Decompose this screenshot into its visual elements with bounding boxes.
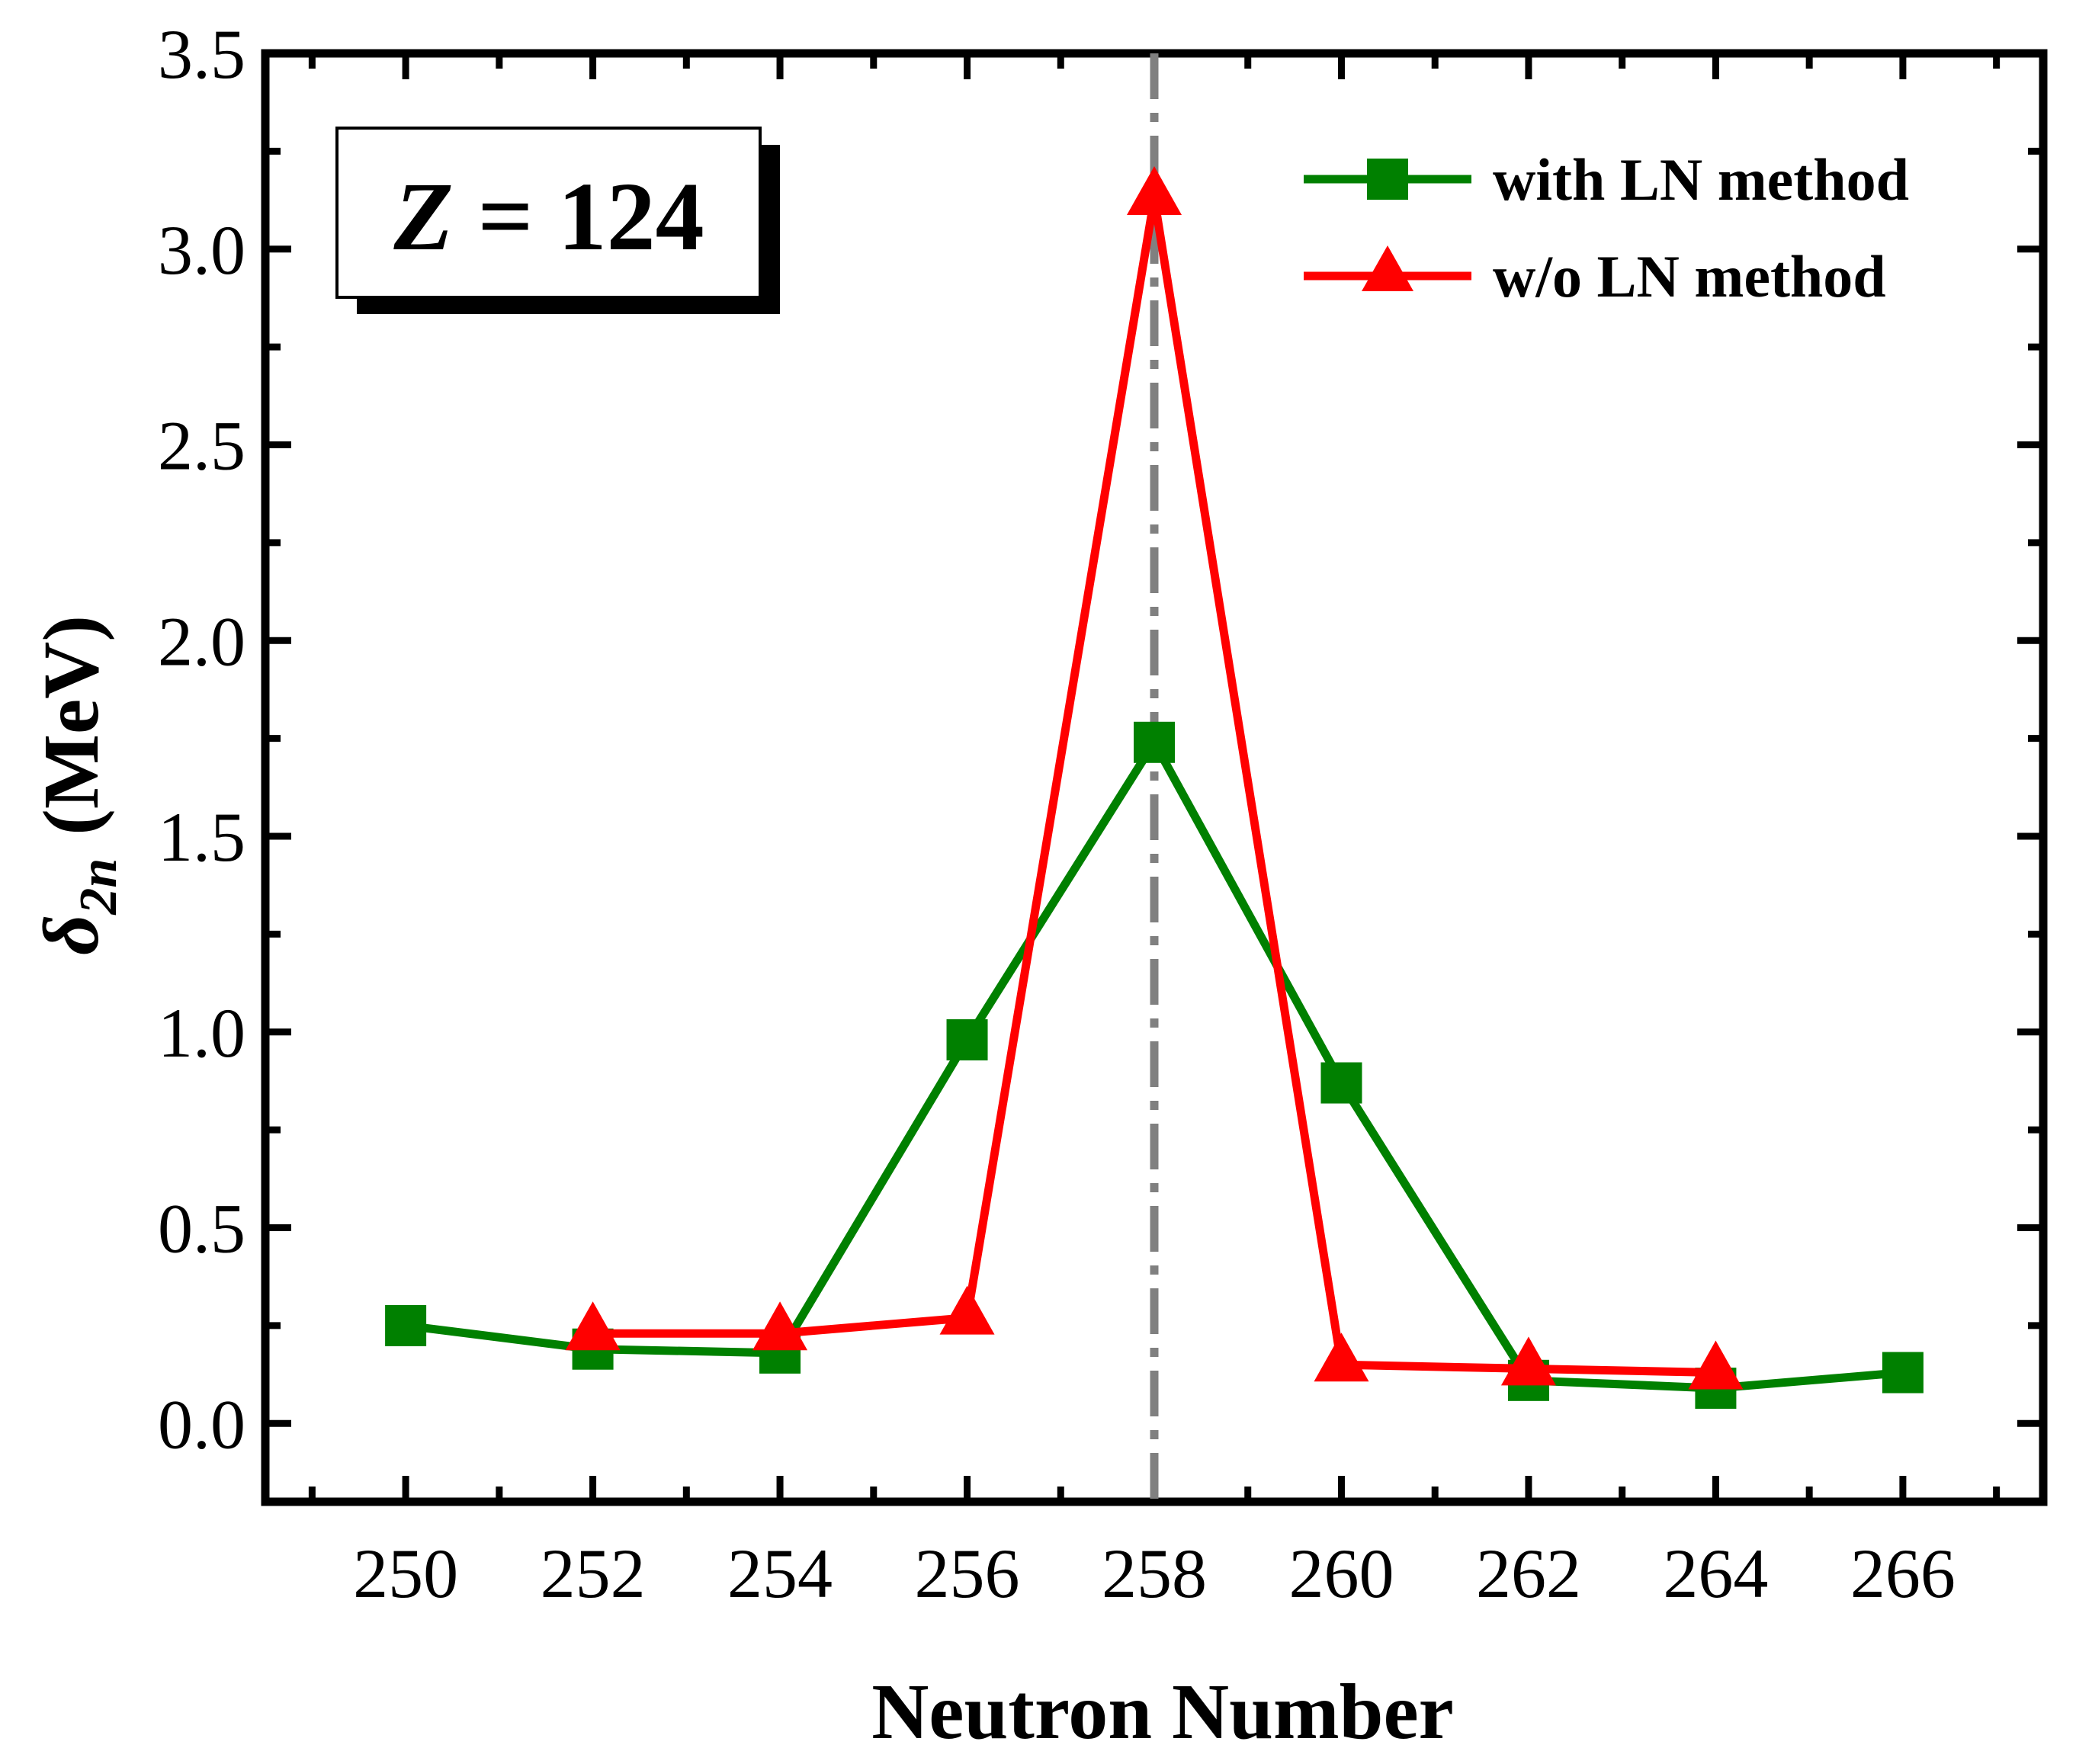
data-point-triangle [1688,1340,1744,1390]
legend-item-without-ln: w/o LN method [1304,243,1886,310]
data-point-square [385,1304,427,1346]
legend-label-with-ln: with LN method [1493,146,1909,213]
x-tick-label: 256 [915,1535,1020,1612]
series-layer [385,166,1924,1410]
legend-triangle-marker [1362,245,1413,291]
x-tick-labels: 250 252 254 256 258 260 262 264 266 [353,1535,1956,1612]
y-tick-label: 2.0 [158,602,245,680]
y-tick-label: 3.5 [158,15,245,93]
x-tick-label: 266 [1850,1535,1956,1612]
legend: with LN method w/o LN method [1304,146,1909,310]
x-axis-title: Neutron Number [871,1668,1454,1756]
y-tick-label: 3.0 [158,211,245,289]
y-tick-labels: 0.0 0.5 1.0 1.5 2.0 2.5 3.0 3.5 [158,15,245,1463]
y-tick-label: 0.5 [158,1190,245,1268]
x-tick-label: 258 [1102,1535,1207,1612]
data-point-triangle [939,1285,995,1335]
z-annotation-text: Z = 124 [393,162,704,271]
x-tick-label: 260 [1288,1535,1394,1612]
y-tick-label: 1.0 [158,994,245,1072]
x-tick-label: 264 [1663,1535,1768,1612]
x-tick-label: 252 [541,1535,646,1612]
x-tick-label: 250 [353,1535,458,1612]
data-point-square [1134,721,1175,763]
data-point-triangle [752,1301,808,1351]
data-point-square [946,1019,988,1061]
data-point-triangle [1127,166,1182,215]
data-point-triangle [565,1301,621,1351]
axis-ticks [265,50,2043,1502]
data-point-square [1882,1352,1924,1394]
series-without-ln [565,166,1744,1390]
legend-label-without-ln: w/o LN method [1493,243,1886,310]
data-point-triangle [1314,1333,1369,1382]
y-tick-label: 1.5 [158,798,245,876]
z-annotation: Z = 124 [335,127,780,314]
legend-square-marker [1367,159,1408,200]
x-tick-label: 262 [1476,1535,1581,1612]
legend-item-with-ln: with LN method [1304,146,1909,213]
data-point-square [1320,1062,1362,1104]
x-tick-label: 254 [727,1535,833,1612]
y-axis-title: δ2n(MeV) [27,615,128,955]
y-tick-label: 0.0 [158,1385,245,1463]
data-point-triangle [1500,1336,1556,1386]
y-tick-label: 2.5 [158,407,245,485]
